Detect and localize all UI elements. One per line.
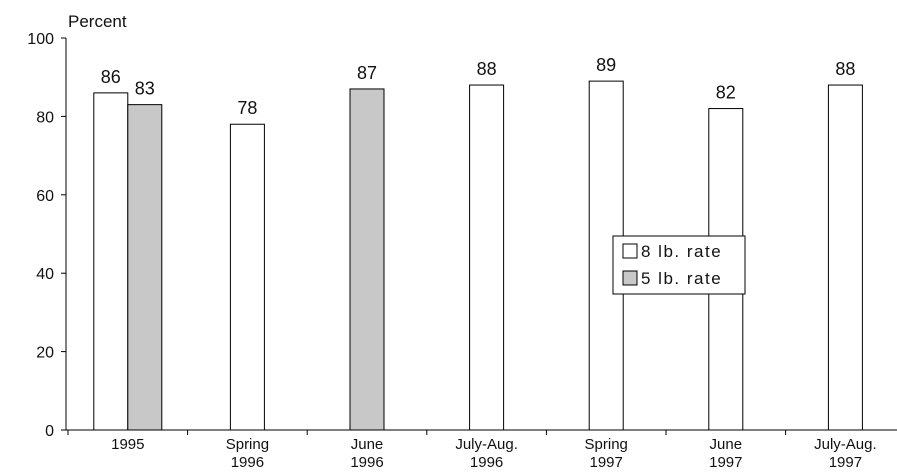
axes: 0 20 40 60 80 100 xyxy=(27,31,897,440)
data-label: 88 xyxy=(477,59,497,79)
legend-swatch xyxy=(622,270,638,286)
bar-8lb-0 xyxy=(93,92,129,431)
bar-8lb-6 xyxy=(827,84,863,431)
x-tick-label: Spring 1996 xyxy=(226,436,269,471)
data-label: 78 xyxy=(237,98,257,118)
y-tick-label: 100 xyxy=(27,31,54,48)
legend: 8 lb. rate 5 lb. rate xyxy=(612,235,746,295)
bar-5lb-2 xyxy=(349,88,385,431)
bar-8lb-3 xyxy=(469,84,505,431)
x-tick-label: 1995 xyxy=(111,436,144,453)
y-axis-label: Percent xyxy=(68,12,127,31)
data-label: 89 xyxy=(596,55,616,75)
bars xyxy=(93,80,863,431)
value-labels: 86 83 78 87 88 89 82 88 xyxy=(101,55,856,118)
data-label: 87 xyxy=(357,63,377,83)
x-tick-label: Spring 1997 xyxy=(585,436,628,471)
y-tick-label: 60 xyxy=(36,188,54,205)
y-tick-label: 20 xyxy=(36,345,54,362)
x-tick-label: June 1997 xyxy=(709,436,742,471)
y-tick-label: 40 xyxy=(36,266,54,283)
legend-label: 8 lb. rate xyxy=(641,242,722,261)
y-tick-label: 0 xyxy=(45,423,54,440)
data-label: 83 xyxy=(135,79,155,99)
y-tick-label: 80 xyxy=(36,109,54,126)
x-tick-label: June 1996 xyxy=(350,436,383,471)
x-tick-label: July-Aug. 1996 xyxy=(455,436,518,471)
legend-swatch xyxy=(622,243,638,259)
data-label: 88 xyxy=(835,59,855,79)
x-axis-labels: 1995 Spring 1996 June 1996 July-Aug. 1996 Sprin… xyxy=(111,436,877,471)
data-label: 82 xyxy=(716,83,736,103)
bar-8lb-1 xyxy=(229,123,265,431)
x-tick-label: July-Aug. 1997 xyxy=(814,436,877,471)
data-label: 86 xyxy=(101,67,121,87)
bar-5lb-0 xyxy=(127,104,163,431)
legend-label: 5 lb. rate xyxy=(641,269,722,288)
